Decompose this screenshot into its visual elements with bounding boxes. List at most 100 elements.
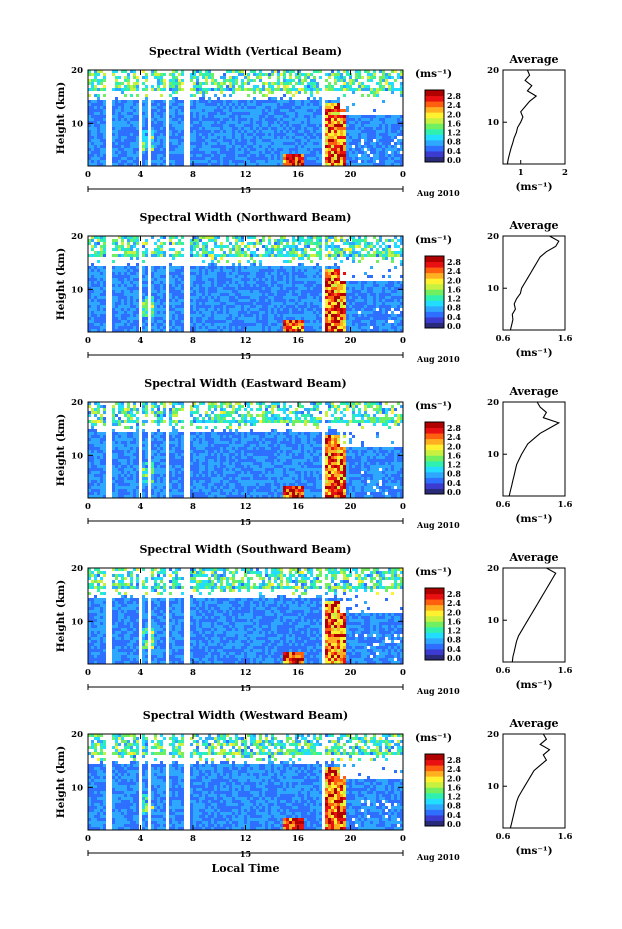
x-tick-label: 20: [345, 834, 357, 844]
colorbar-tick: 0.0: [447, 155, 461, 165]
average-x-tick: 1: [518, 168, 524, 178]
x-tick-label: 0: [85, 502, 91, 512]
colorbar-swatch: [425, 588, 444, 595]
colorbar-swatch: [425, 803, 444, 810]
average-x-label: (ms⁻¹): [515, 845, 552, 857]
date-label: Aug 2010: [416, 520, 460, 530]
colorbar-swatch: [425, 482, 444, 489]
x-axis-label: Local Time: [212, 862, 280, 875]
colorbar-swatch: [425, 477, 444, 484]
x-tick-label: 0: [85, 834, 91, 844]
colorbar-tick: 2.4: [447, 100, 461, 110]
colorbar-swatch: [425, 267, 444, 274]
x-tick-label: 0: [400, 668, 406, 678]
colorbar-swatch: [425, 759, 444, 766]
date-label: Aug 2010: [416, 852, 460, 862]
x-tick-label: 16: [292, 668, 304, 678]
average-y-tick: 10: [487, 616, 499, 626]
colorbar-swatch: [425, 316, 444, 323]
colorbar-swatch: [425, 278, 444, 285]
heatmap-cells: [88, 70, 403, 166]
x-tick-label: 0: [85, 668, 91, 678]
colorbar-swatch: [425, 615, 444, 622]
colorbar-tick: 2.8: [447, 423, 461, 433]
x-tick-label: 12: [240, 668, 252, 678]
colorbar-swatch: [425, 422, 444, 429]
colorbar-swatch: [425, 427, 444, 434]
x-tick-label: 20: [345, 668, 357, 678]
colorbar-swatch: [425, 106, 444, 113]
x-tick-label: 16: [292, 336, 304, 346]
colorbar-frame: [424, 255, 445, 329]
colorbar-swatch: [425, 599, 444, 606]
y-tick-label: 20: [71, 730, 83, 740]
colorbar-tick: 0.0: [447, 321, 461, 331]
panel-2: Spectral Width (Northward Beam) 10 20 Heigh…: [55, 211, 572, 364]
average-y-tick: 10: [487, 284, 499, 294]
y-tick-label: 10: [71, 617, 83, 627]
y-tick-label: 10: [71, 451, 83, 461]
heatmap-cells: [88, 236, 403, 332]
colorbar-swatch: [425, 643, 444, 650]
x-tick-label: 8: [190, 834, 196, 844]
colorbar-swatch: [425, 289, 444, 296]
average-y-tick: 20: [487, 564, 499, 574]
average-x-tick: 0.6: [496, 334, 511, 344]
date-tick: 15: [240, 517, 251, 527]
y-tick-label: 20: [71, 564, 83, 574]
colorbar-swatch: [425, 433, 444, 440]
colorbar-swatch: [425, 792, 444, 799]
average-x-tick: 1.6: [558, 500, 573, 510]
colorbar-swatch: [425, 305, 444, 312]
colorbar-tick: 2.0: [447, 607, 461, 617]
colorbar-swatch: [425, 322, 444, 329]
x-tick-label: 20: [345, 170, 357, 180]
x-tick-label: 0: [400, 170, 406, 180]
colorbar-tick: 0.4: [447, 644, 461, 654]
x-tick-label: 0: [400, 502, 406, 512]
colorbar-tick: 0.0: [447, 487, 461, 497]
x-tick-label: 12: [240, 834, 252, 844]
average-x-tick: 0.6: [496, 500, 511, 510]
y-axis-label: Height (km): [55, 746, 67, 818]
colorbar-tick: 0.0: [447, 819, 461, 829]
colorbar-swatch: [425, 272, 444, 279]
colorbar-swatch: [425, 101, 444, 108]
colorbar-swatch: [425, 134, 444, 141]
average-x-tick: 1.6: [558, 334, 573, 344]
panel-3: Spectral Width (Eastward Beam) 10 20 Height…: [55, 377, 572, 530]
y-tick-label: 20: [71, 66, 83, 76]
colorbar-swatch: [425, 621, 444, 628]
colorbar-swatch: [425, 471, 444, 478]
colorbar-tick: 2.8: [447, 755, 461, 765]
panel-title: Spectral Width (Westward Beam): [143, 709, 348, 722]
average-y-tick: 20: [487, 730, 499, 740]
y-axis-label: Height (km): [55, 580, 67, 652]
colorbar-tick: 2.0: [447, 109, 461, 119]
panel-title: Spectral Width (Eastward Beam): [144, 377, 346, 390]
average-x-label: (ms⁻¹): [515, 181, 552, 193]
date-tick: 15: [240, 849, 251, 859]
y-tick-label: 20: [71, 398, 83, 408]
colorbar-tick: 0.4: [447, 146, 461, 156]
x-tick-label: 8: [190, 502, 196, 512]
colorbar-tick: 0.8: [447, 801, 461, 811]
panel-title: Spectral Width (Southward Beam): [139, 543, 351, 556]
x-tick-label: 4: [138, 336, 144, 346]
x-tick-label: 20: [345, 336, 357, 346]
date-label: Aug 2010: [416, 354, 460, 364]
colorbar-swatch: [425, 787, 444, 794]
x-tick-label: 8: [190, 336, 196, 346]
heatmap-cells: [88, 734, 403, 830]
colorbar-tick: 1.2: [447, 294, 461, 304]
panel-1: Spectral Width (Vertical Beam)1020Height…: [55, 45, 568, 198]
colorbar-swatch: [425, 604, 444, 611]
colorbar-tick: 1.6: [447, 782, 461, 792]
average-frame: [502, 401, 566, 497]
x-tick-label: 16: [292, 502, 304, 512]
colorbar-tick: 2.0: [447, 275, 461, 285]
date-label: Aug 2010: [416, 188, 460, 198]
average-frame: [502, 69, 566, 165]
date-tick: 15: [240, 351, 251, 361]
y-tick-label: 10: [71, 285, 83, 295]
